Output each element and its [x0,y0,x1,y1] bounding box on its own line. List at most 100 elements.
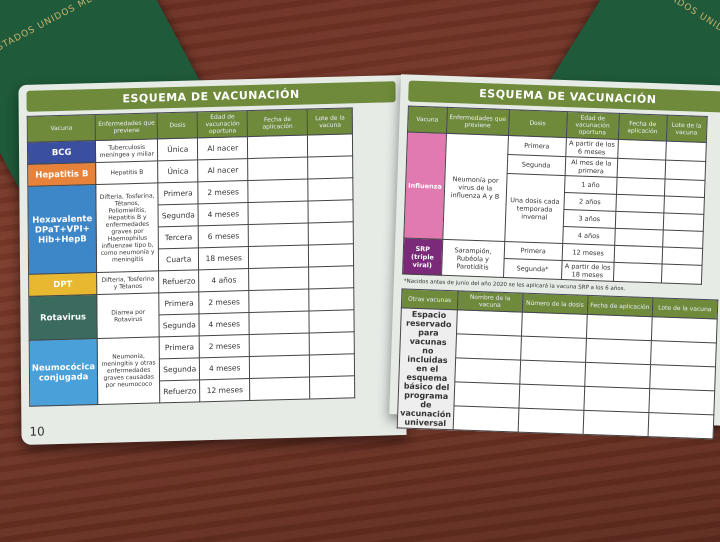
lot-field[interactable] [663,196,705,215]
entry-field[interactable] [584,362,651,389]
application-date-field[interactable] [247,135,308,159]
application-date-field[interactable] [248,178,309,203]
age: 2 años [563,192,617,212]
dose: Segunda [159,357,200,381]
application-date-field[interactable] [613,245,663,264]
passport-left-text: ESTADOS UNIDOS MEXICANOS [0,0,137,57]
age: Al nacer [197,136,248,160]
entry-field[interactable] [453,381,520,409]
column-header: Dosis [157,111,198,139]
vaccination-booklet: ESQUEMA DE VACUNACIÓN Vacuna Enfermedades… [10,70,720,450]
application-date-field[interactable] [615,194,665,214]
lot-field[interactable] [308,265,355,289]
lot-field[interactable] [662,213,704,232]
lot-field[interactable] [308,199,354,223]
entry-field[interactable] [521,312,588,339]
dose: Segunda [158,203,199,227]
application-date-field[interactable] [613,262,662,283]
entry-field[interactable] [518,384,585,411]
column-header: Otras vacunas [401,288,458,310]
application-date-field[interactable] [248,266,310,291]
lot-field[interactable] [307,133,353,157]
entry-field[interactable] [520,336,587,363]
passport-right-text: ESTADOS UNIDOS MEXICANOS [652,0,720,78]
dose: Segunda [506,154,566,176]
entry-field[interactable] [582,410,649,437]
lot-field[interactable] [308,221,354,245]
lot-field[interactable] [661,246,703,266]
entry-field[interactable] [650,340,717,367]
column-header: Nombre de la vacuna [457,290,523,313]
column-header: Edad de vacunación oportuna [566,111,620,140]
application-date-field[interactable] [617,139,667,161]
vaccine-name: Neumocócica conjugada [29,338,98,407]
dose: Primera [507,135,567,157]
entry-field[interactable] [452,405,519,433]
entry-field[interactable] [456,309,523,337]
column-header: Lote de la vacuna [652,297,718,319]
lot-field[interactable] [665,141,707,162]
dose: Primera [158,181,199,205]
application-date-field[interactable] [248,200,309,225]
age: 4 meses [199,312,250,336]
entry-field[interactable] [585,338,652,365]
lot-field[interactable] [661,263,702,285]
lot-field[interactable] [662,229,703,249]
application-date-field[interactable] [249,310,310,335]
lot-field[interactable] [309,287,355,311]
age: 4 meses [198,202,249,226]
lot-field[interactable] [309,375,355,399]
application-date-field[interactable] [247,156,309,181]
column-header: Vacuna [27,114,96,143]
entry-field[interactable] [651,316,718,343]
lot-field[interactable] [309,331,355,355]
lot-field[interactable] [664,179,705,198]
entry-field[interactable] [586,314,653,341]
entry-field[interactable] [583,386,650,413]
lot-field[interactable] [308,177,354,201]
application-date-field[interactable] [249,376,310,401]
entry-field[interactable] [648,388,715,415]
lot-field[interactable] [664,160,706,181]
vaccine-name: DPT [28,272,98,297]
application-date-field[interactable] [248,244,309,269]
age: Al mes de la primera [564,156,618,178]
application-date-field[interactable] [249,288,310,313]
diseases-prevented: Hepatitis B [95,160,159,185]
age: 2 meses [198,180,249,204]
lot-field[interactable] [308,243,354,267]
column-header: Lote de la vacuna [307,107,353,136]
application-date-field[interactable] [616,177,665,197]
age: 2 meses [199,290,250,314]
lot-field[interactable] [309,353,355,377]
diseases-prevented: Neumonía, meningitis y otras enfermedade… [97,336,160,405]
application-date-field[interactable] [248,222,309,247]
entry-field[interactable] [455,333,522,361]
entry-field[interactable] [647,412,714,439]
application-date-field[interactable] [614,211,664,230]
column-header: Fecha de aplicación [587,295,653,317]
age: 2 meses [199,334,250,358]
age: 12 meses [199,378,250,402]
application-date-field[interactable] [249,332,310,357]
other-vaccines-label: Espacio reservado para vacunas no inclui… [397,307,458,430]
diseases-prevented: Diarrea por Rotavirus [97,292,160,339]
entry-field[interactable] [519,360,586,387]
lot-field[interactable] [307,155,354,179]
age: 12 meses [561,243,615,263]
diseases-prevented: Difteria, Tosferina y Tétanos [96,270,160,295]
diseases-prevented: Tuberculosis meníngea y miliar [95,138,158,163]
vaccine-name: Hepatitis B [27,162,97,187]
dose: Primera [159,335,200,359]
vaccination-table-right: Vacuna Enfermedades que previene Dosis Edad… [402,105,708,285]
application-date-field[interactable] [249,354,310,379]
entry-field[interactable] [454,357,521,385]
entry-field[interactable] [517,408,584,435]
lot-field[interactable] [309,309,355,333]
vaccine-name: Rotavirus [28,294,98,341]
application-date-field[interactable] [614,228,663,247]
entry-field[interactable] [649,364,716,391]
application-date-field[interactable] [616,158,666,180]
age: Al nacer [197,158,249,182]
age: 18 meses [198,246,249,270]
